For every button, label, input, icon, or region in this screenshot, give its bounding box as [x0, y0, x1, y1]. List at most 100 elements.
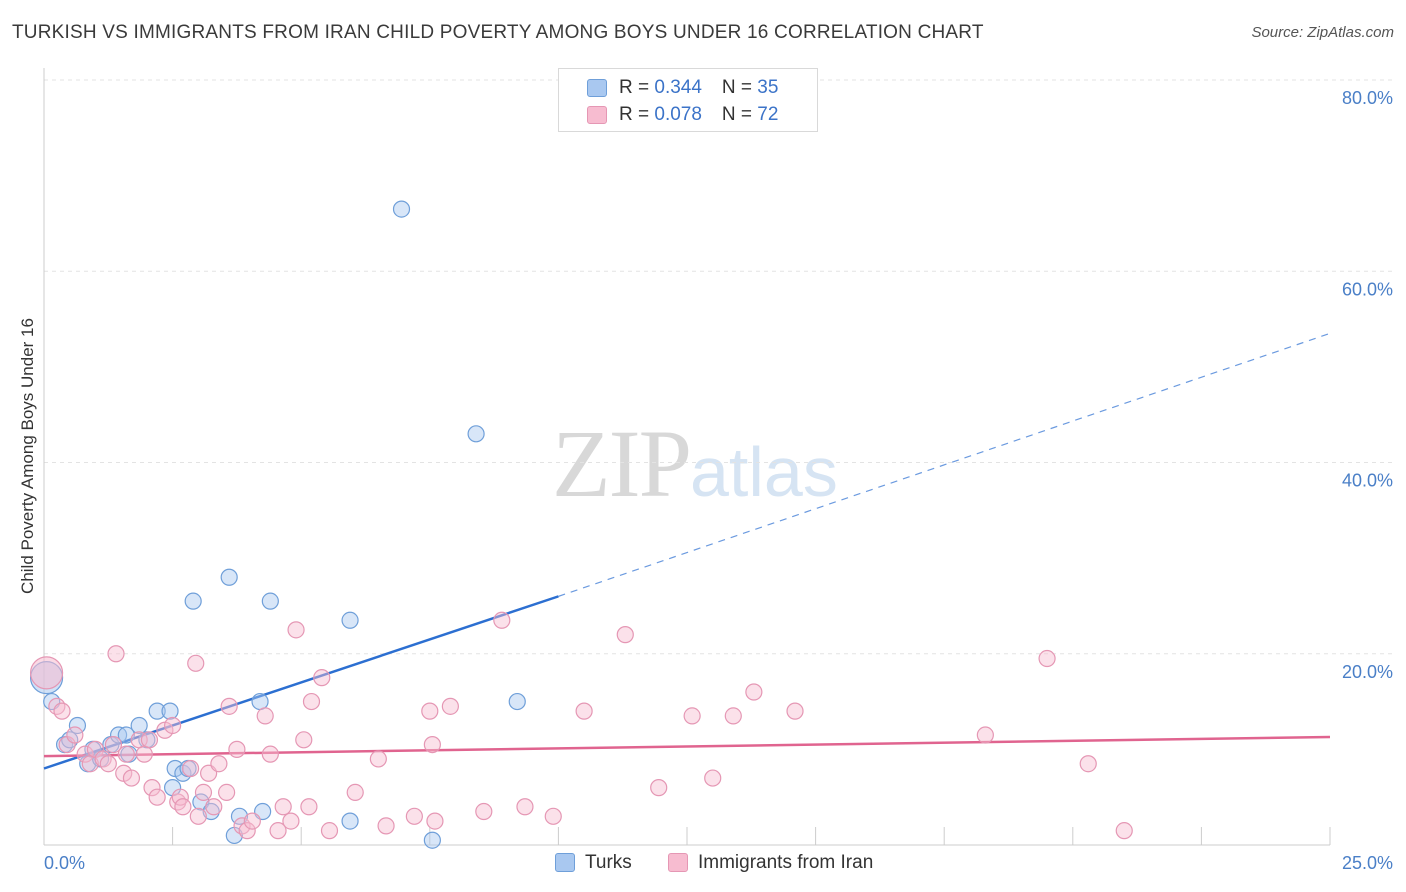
point-turks	[508, 692, 526, 711]
trend-lines	[43, 332, 1331, 770]
legend-stats-turks: R = 0.344 N = 35	[619, 77, 778, 99]
bottom-legend-swatch-iran	[668, 853, 688, 872]
point-iran	[218, 783, 236, 802]
data-points	[29, 200, 1133, 849]
point-iran	[295, 731, 313, 749]
point-iran	[238, 822, 256, 840]
point-iran	[189, 807, 207, 825]
point-iran	[66, 726, 84, 744]
point-iran	[243, 812, 261, 830]
point-iran	[369, 750, 387, 768]
point-iran	[377, 817, 395, 835]
chart-source: Source: ZipAtlas.com	[1251, 24, 1394, 41]
legend-stats-iran: R = 0.078 N = 72	[619, 104, 778, 126]
point-iran	[313, 669, 331, 687]
point-iran	[441, 697, 459, 715]
point-iran	[650, 779, 668, 797]
point-turks	[148, 702, 166, 720]
point-iran	[171, 788, 189, 806]
point-iran	[117, 745, 135, 763]
point-turks	[251, 692, 269, 711]
point-turks	[117, 726, 135, 744]
point-turks	[341, 812, 359, 830]
point-iran	[164, 716, 182, 735]
point-iran	[53, 702, 71, 720]
point-iran	[135, 745, 153, 763]
x-tick-label: 0.0%	[44, 853, 85, 873]
point-iran	[423, 735, 441, 754]
watermark: ZIPatlas	[552, 408, 838, 519]
y-tick-label: 20.0%	[1342, 662, 1393, 682]
point-iran	[122, 769, 141, 787]
legend-n-label-turks: N =	[721, 77, 758, 98]
watermark-zip: ZIP	[552, 410, 692, 517]
y-tick-label: 60.0%	[1342, 279, 1393, 299]
point-turks	[230, 807, 249, 825]
x-tick-label: 25.0%	[1342, 853, 1393, 873]
point-iran	[976, 726, 994, 744]
point-iran	[616, 626, 634, 644]
legend-r-label-turks: R =	[619, 77, 655, 98]
point-iran	[704, 769, 722, 787]
point-iran	[282, 812, 300, 830]
y-tick-label: 40.0%	[1342, 471, 1393, 491]
point-iran	[140, 731, 159, 749]
point-iran	[104, 735, 123, 754]
point-turks	[161, 702, 179, 720]
point-iran	[210, 755, 228, 773]
point-iran	[300, 798, 318, 816]
point-iran	[544, 807, 562, 825]
point-turks	[261, 592, 279, 610]
point-iran	[143, 779, 161, 797]
legend-n-value-turks: 35	[757, 77, 779, 98]
legend-r-value-iran: 0.078	[654, 104, 702, 125]
point-turks	[467, 425, 485, 443]
bottom-legend-label-turks: Turks	[585, 852, 632, 873]
point-turks	[392, 200, 411, 218]
legend-n-label-iran: N =	[721, 104, 758, 125]
point-iran	[786, 702, 804, 720]
point-iran	[169, 793, 187, 811]
point-iran	[1038, 649, 1056, 668]
point-turks	[184, 592, 202, 610]
trend-line-iran	[43, 735, 1331, 758]
bottom-legend-swatch-turks	[555, 853, 575, 872]
point-iran	[174, 798, 192, 816]
point-turks	[61, 731, 79, 749]
watermark-atlas: atlas	[690, 433, 838, 511]
legend: R = 0.344 N = 35 R = 0.078 N = 72	[558, 68, 818, 132]
point-iran	[261, 745, 279, 763]
point-iran	[1115, 822, 1133, 840]
point-iran	[274, 798, 292, 816]
point-turks	[68, 716, 87, 735]
point-iran	[493, 611, 511, 629]
point-iran	[233, 817, 251, 835]
point-iran	[516, 798, 534, 816]
trend-line-turks-extension	[558, 332, 1331, 597]
point-iran	[421, 702, 439, 720]
y-tick-label: 80.0%	[1342, 88, 1393, 108]
point-iran	[99, 755, 117, 773]
point-iran	[575, 702, 593, 720]
point-turks	[341, 611, 359, 629]
grid-lines	[44, 79, 1392, 655]
legend-n-value-iran: 72	[757, 104, 779, 125]
trend-line-turks	[43, 595, 559, 770]
point-iran	[256, 707, 274, 725]
legend-r-label-iran: R =	[619, 104, 655, 125]
point-iran	[76, 745, 94, 763]
point-iran	[269, 822, 287, 840]
point-iran	[228, 740, 246, 758]
point-iran	[683, 707, 701, 725]
point-iran	[194, 783, 213, 802]
point-iran	[205, 798, 223, 816]
point-iran	[187, 654, 205, 672]
point-iran	[48, 697, 66, 715]
axes	[43, 68, 1331, 846]
point-iran	[148, 788, 166, 806]
point-iran	[302, 692, 321, 711]
point-iran	[320, 822, 339, 840]
bottom-legend-label-iran: Immigrants from Iran	[698, 852, 874, 873]
point-iran	[745, 683, 763, 701]
